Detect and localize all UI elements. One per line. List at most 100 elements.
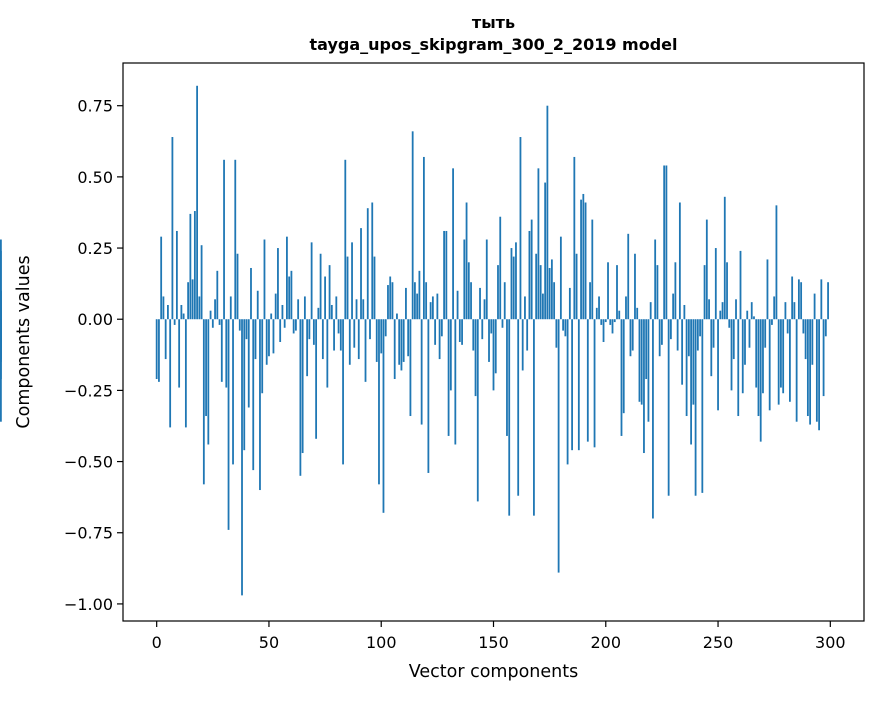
bar-260	[739, 250, 742, 320]
bar-289	[804, 319, 807, 360]
bar-203	[611, 319, 614, 334]
bar-118	[420, 319, 423, 425]
bar-277	[777, 319, 780, 405]
bar-227	[665, 165, 668, 320]
bar-62	[295, 319, 297, 331]
bar-105	[391, 282, 394, 320]
bar-0	[155, 319, 158, 380]
bar-142	[474, 319, 477, 397]
bar-261	[741, 319, 744, 394]
bar-65	[301, 319, 304, 454]
bar-67	[306, 319, 309, 377]
bar-296	[820, 279, 823, 320]
bar-49	[265, 319, 268, 365]
bar-45	[256, 290, 259, 320]
bar-11	[180, 304, 183, 320]
y-tick-label: −0.75	[64, 524, 113, 543]
bar-12	[182, 313, 185, 320]
bar-226	[663, 165, 666, 320]
bar-185	[571, 319, 573, 451]
bar-40	[245, 319, 248, 340]
bar-257	[732, 319, 735, 360]
bar-112	[407, 319, 410, 357]
bar-231	[674, 262, 677, 320]
bar-278	[780, 319, 782, 388]
bar-36	[236, 253, 239, 320]
bar-237	[687, 319, 690, 357]
bar-107	[396, 313, 398, 320]
bar-131	[449, 319, 452, 391]
bar-101	[382, 319, 385, 513]
bar-73	[319, 253, 322, 320]
bar-98	[375, 319, 378, 362]
y-tick-label: 0.25	[77, 239, 113, 258]
bar-13	[184, 319, 187, 428]
bar-147	[485, 239, 488, 320]
bar-220	[649, 302, 652, 320]
bar-254	[726, 262, 728, 320]
bar-37	[238, 319, 241, 331]
bar-129	[445, 230, 448, 320]
bar-298	[824, 319, 827, 337]
plot-frame	[122, 62, 865, 622]
bar-169	[535, 253, 538, 320]
bar-262	[744, 319, 746, 365]
bar-68	[308, 319, 311, 340]
bar-47	[261, 319, 264, 394]
bar-162	[519, 137, 522, 320]
bar-83	[342, 319, 344, 465]
bars-group	[0, 85, 829, 596]
bar-110	[402, 319, 405, 362]
bar-273	[768, 319, 771, 411]
bar-128	[443, 230, 445, 320]
bar-225	[661, 319, 663, 345]
bar-180	[559, 236, 562, 320]
bar-61	[292, 319, 295, 334]
bar-189	[580, 199, 582, 320]
y-tick-label: −1.00	[64, 595, 113, 614]
bar-292	[811, 319, 814, 365]
bar-104	[389, 276, 392, 320]
bar-163	[521, 319, 524, 371]
x-tick-label: 150	[478, 633, 509, 652]
bar-3	[162, 296, 165, 320]
bar-161	[517, 319, 520, 496]
bar-241	[696, 319, 699, 351]
bar-30	[223, 159, 225, 320]
bar-16	[191, 279, 194, 320]
bar-191	[584, 202, 587, 320]
bar-135	[458, 319, 461, 342]
bar-22	[205, 319, 207, 417]
bar-71	[315, 319, 318, 439]
bar-269	[759, 319, 762, 442]
bar-250	[717, 319, 719, 411]
bar-251	[719, 310, 722, 320]
bar-259	[737, 319, 740, 417]
bar-38	[241, 319, 243, 596]
bar-127	[440, 319, 443, 337]
bar-undefined	[0, 319, 2, 360]
bar-175	[548, 267, 551, 320]
bar-84	[344, 159, 347, 320]
bar-102	[384, 319, 387, 337]
bar-139	[467, 262, 470, 320]
bar-165	[526, 319, 529, 351]
bar-1	[158, 319, 160, 382]
bar-81	[337, 319, 340, 334]
bar-217	[643, 319, 645, 454]
bar-63	[297, 299, 300, 320]
bar-178	[555, 319, 558, 348]
bar-200	[604, 319, 607, 323]
bar-150	[492, 319, 495, 391]
bar-181	[562, 319, 565, 331]
bar-156	[506, 319, 508, 436]
bar-136	[461, 319, 463, 345]
bar-137	[463, 239, 466, 320]
bar-205	[616, 265, 618, 320]
bar-143	[476, 319, 479, 502]
bar-undefined	[0, 239, 2, 320]
bar-271	[764, 319, 767, 348]
bar-126	[438, 319, 441, 360]
bar-88	[353, 319, 356, 348]
